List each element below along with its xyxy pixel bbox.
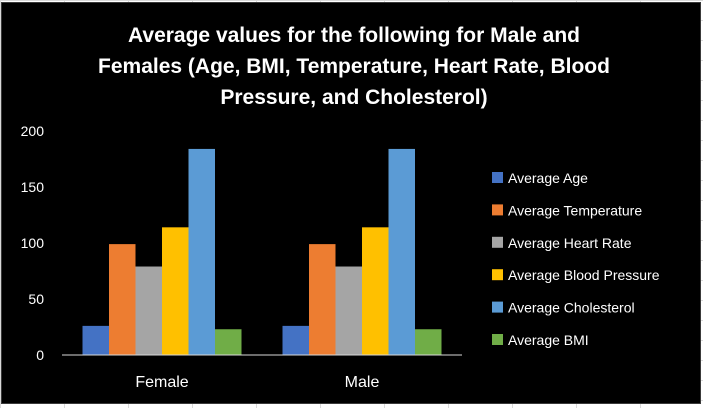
bar-female-average-heart-rate: [135, 266, 162, 355]
chart-title-line-2: Females (Age, BMI, Temperature, Heart Ra…: [98, 55, 610, 78]
legend-label: Average Cholesterol: [508, 300, 635, 316]
bar-series: [82, 148, 442, 355]
bar-male-average-temperature: [309, 244, 336, 355]
x-axis-category-labels: Female Male: [135, 374, 379, 391]
x-category-label: Male: [345, 374, 380, 391]
x-category-label: Female: [135, 374, 188, 391]
bar-male-average-bmi: [415, 329, 442, 355]
y-tick-label: 50: [28, 291, 44, 307]
chart-title-line-1: Average values for the following for Mal…: [128, 24, 580, 47]
legend-swatch: [492, 269, 503, 281]
y-tick-label: 0: [36, 347, 44, 363]
legend: Average Age Average Temperature Average He…: [492, 170, 660, 348]
y-axis-ticks: 0 50 100 150 200: [21, 123, 45, 363]
bar-male-average-blood-pressure: [362, 227, 389, 355]
chart-title-line-3: Pressure, and Cholesterol): [220, 86, 487, 109]
legend-swatch: [492, 334, 503, 345]
y-tick-label: 200: [21, 123, 45, 139]
bar-female-average-blood-pressure: [162, 227, 189, 355]
bar-female-average-bmi: [215, 329, 242, 355]
bar-male-average-age: [282, 325, 309, 355]
bar-female-average-age: [82, 325, 109, 355]
legend-label: Average Blood Pressure: [508, 267, 660, 283]
bar-male-average-cholesterol: [388, 148, 415, 355]
bar-female-average-cholesterol: [188, 148, 215, 355]
legend-label: Average BMI: [508, 332, 589, 348]
legend-swatch: [492, 236, 503, 248]
legend-label: Average Heart Rate: [508, 235, 632, 251]
bar-male-average-heart-rate: [335, 266, 362, 355]
bar-chart: Average values for the following for Mal…: [21, 24, 660, 391]
legend-label: Average Age: [508, 170, 588, 186]
legend-swatch: [492, 204, 503, 216]
legend-swatch: [492, 172, 503, 183]
bar-female-average-temperature: [109, 244, 136, 355]
legend-label: Average Temperature: [508, 202, 642, 218]
y-tick-label: 150: [21, 179, 45, 195]
chart-title: Average values for the following for Mal…: [98, 24, 610, 109]
legend-swatch: [492, 301, 503, 313]
y-tick-label: 100: [21, 235, 45, 251]
